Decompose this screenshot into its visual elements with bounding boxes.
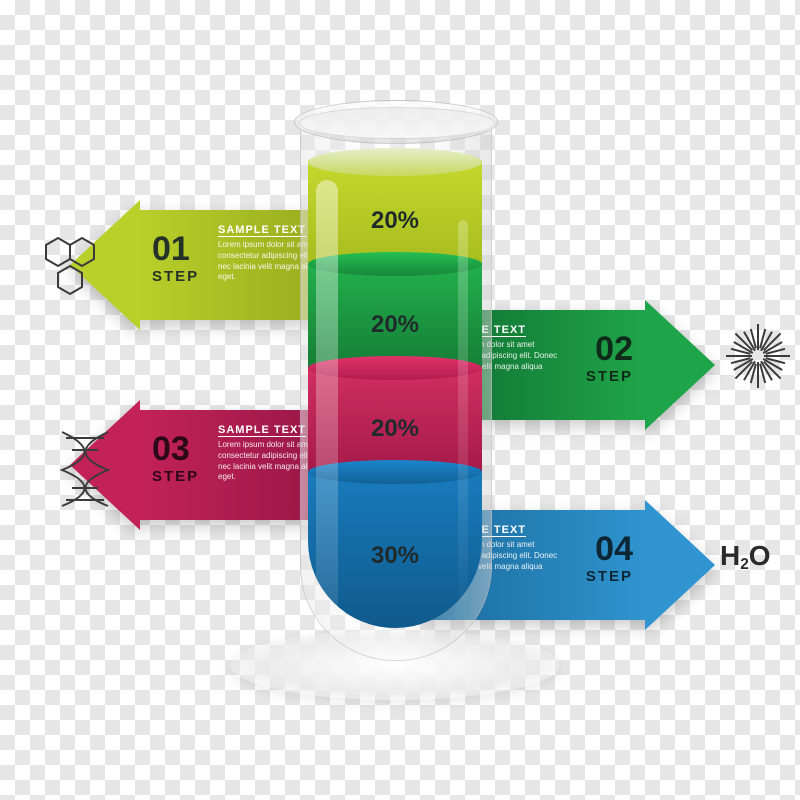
burst-icon (722, 320, 794, 392)
glass-highlight (458, 220, 468, 600)
infographic-stage: 01 STEP SAMPLE TEXT Lorem ipsum dolor si… (0, 0, 800, 800)
step-word: STEP (586, 568, 633, 585)
step-word: STEP (152, 268, 199, 285)
honeycomb-icon (40, 236, 110, 300)
arrow-head-icon (645, 500, 715, 630)
step-number: 04 (586, 532, 633, 566)
arrow-head-icon (645, 300, 715, 430)
step-number: 03 (152, 432, 199, 466)
step-number: 01 (152, 232, 199, 266)
step-word: STEP (152, 468, 199, 485)
step-word: STEP (586, 368, 633, 385)
h2o-label: H2O (720, 540, 771, 574)
step-number: 02 (586, 332, 633, 366)
tube-rim (294, 100, 498, 144)
test-tube: 20% 20% 20% 30% (300, 100, 490, 660)
liquid-meniscus (308, 148, 482, 176)
helix-icon (52, 428, 118, 510)
glass-highlight (316, 180, 338, 620)
